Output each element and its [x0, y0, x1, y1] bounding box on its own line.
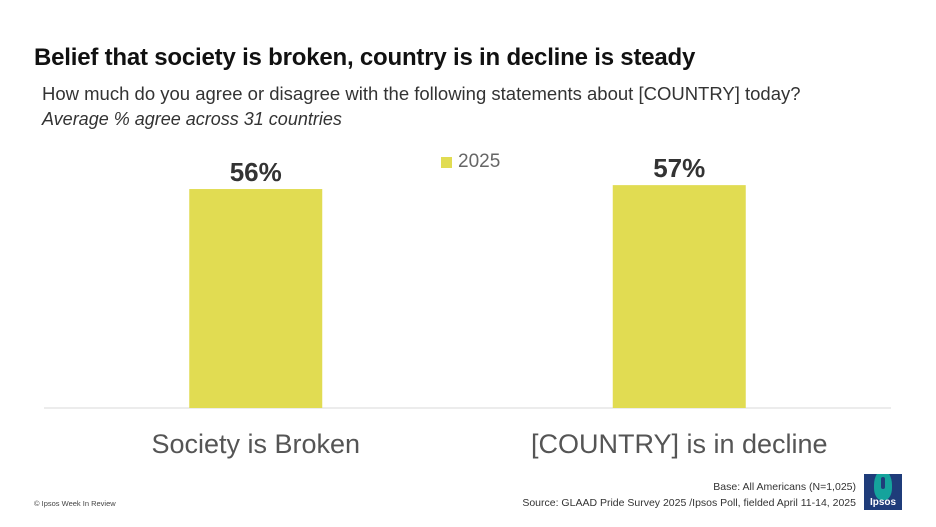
copyright-text: © Ipsos Week In Review — [34, 499, 116, 508]
category-label-0: Society is Broken — [151, 429, 360, 459]
source-note: Source: GLAAD Pride Survey 2025 /Ipsos P… — [522, 497, 856, 509]
logo-text: Ipsos — [869, 497, 897, 508]
category-label-1: [COUNTRY] is in decline — [531, 429, 828, 459]
chart-subtitle-italic: Average % agree across 31 countries — [42, 109, 342, 129]
legend-swatch — [441, 156, 452, 168]
bar-1 — [612, 185, 746, 408]
base-note: Base: All Americans (N=1,025) — [713, 481, 856, 493]
chart-subtitle: How much do you agree or disagree with t… — [42, 83, 801, 104]
chart-title: Belief that society is broken, country i… — [34, 44, 696, 71]
ipsos-logo: Ipsos — [864, 474, 902, 510]
legend: 2025 — [441, 151, 500, 173]
value-label-1: 57% — [653, 153, 705, 183]
bar-0 — [189, 189, 323, 408]
legend-label: 2025 — [458, 151, 501, 172]
value-label-0: 56% — [230, 157, 282, 187]
